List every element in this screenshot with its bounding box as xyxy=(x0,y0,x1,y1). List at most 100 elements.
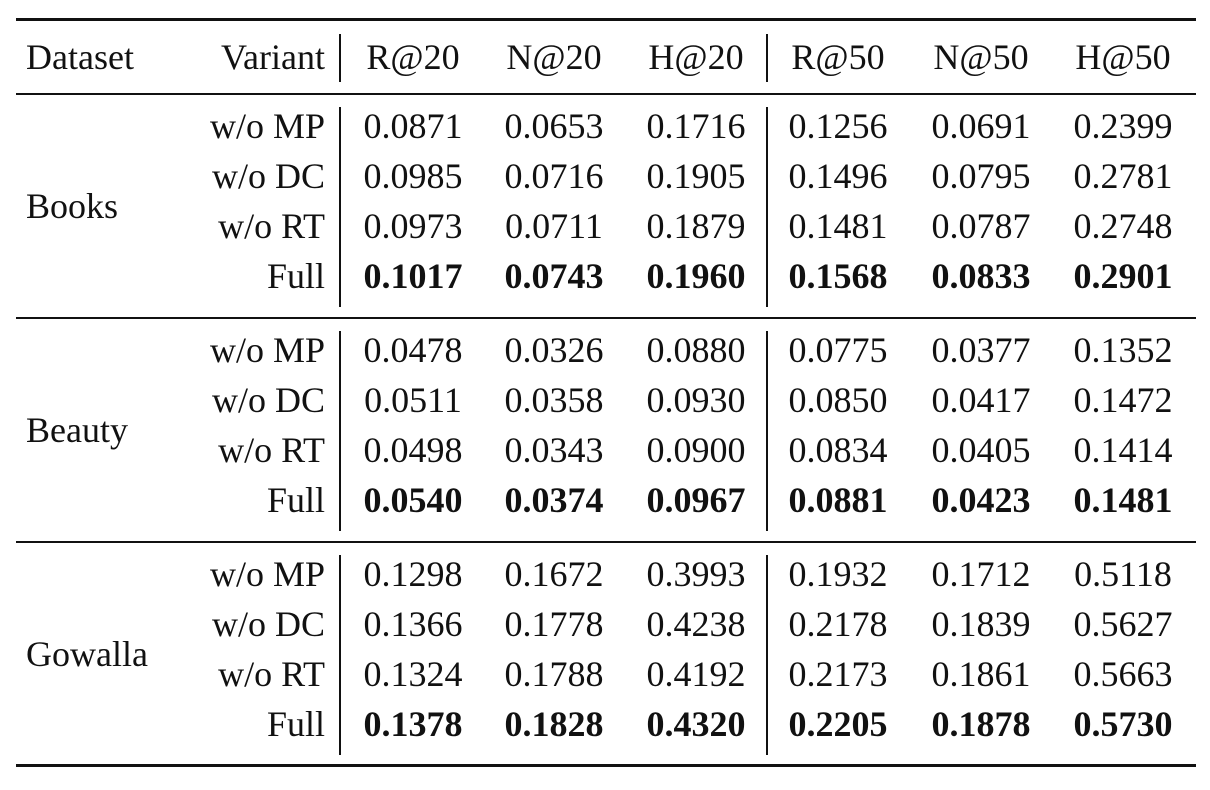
value-cell: 0.0930 xyxy=(646,380,746,420)
variant-cell: w/o RT xyxy=(218,654,325,694)
value-cell: 0.1878 xyxy=(931,704,1031,744)
header-variant: Variant xyxy=(221,37,325,77)
value-cell: 0.1568 xyxy=(788,256,888,296)
value-cell: 0.0973 xyxy=(363,206,463,246)
value-cell: 0.2748 xyxy=(1073,206,1173,246)
header-separator-1 xyxy=(339,34,341,82)
value-cell: 0.0478 xyxy=(363,330,463,370)
value-cell: 0.0343 xyxy=(504,430,604,470)
value-cell: 0.0743 xyxy=(504,256,604,296)
value-cell: 0.5663 xyxy=(1073,654,1173,694)
value-cell: 0.0326 xyxy=(504,330,604,370)
value-cell: 0.0358 xyxy=(504,380,604,420)
variant-cell: Full xyxy=(266,480,325,520)
header-r50: R@50 xyxy=(791,37,885,77)
value-cell: 0.0833 xyxy=(931,256,1031,296)
value-cell: 0.1352 xyxy=(1073,330,1173,370)
value-cell: 0.4238 xyxy=(646,604,746,644)
value-cell: 0.4320 xyxy=(646,704,746,744)
header-n20: N@20 xyxy=(506,37,602,77)
group-rule-2 xyxy=(16,541,1196,543)
value-cell: 0.0787 xyxy=(931,206,1031,246)
value-cell: 0.0967 xyxy=(646,480,746,520)
header-h20: H@20 xyxy=(648,37,744,77)
value-cell: 0.5730 xyxy=(1073,704,1173,744)
header-rule xyxy=(16,93,1196,95)
header-n50: N@50 xyxy=(933,37,1029,77)
value-cell: 0.1879 xyxy=(646,206,746,246)
header-r20: R@20 xyxy=(366,37,460,77)
group-separator-1 xyxy=(339,107,341,307)
value-cell: 0.0880 xyxy=(646,330,746,370)
value-cell: 0.1828 xyxy=(504,704,604,744)
variant-cell: w/o MP xyxy=(209,554,325,594)
value-cell: 0.1905 xyxy=(646,156,746,196)
value-cell: 0.2399 xyxy=(1073,106,1173,146)
value-cell: 0.0881 xyxy=(788,480,888,520)
value-cell: 0.0511 xyxy=(364,380,462,420)
value-cell: 0.1414 xyxy=(1073,430,1173,470)
value-cell: 0.1017 xyxy=(363,256,463,296)
value-cell: 0.2205 xyxy=(788,704,888,744)
dataset-label: Books xyxy=(26,186,119,226)
group-separator-1 xyxy=(339,555,341,755)
variant-cell: Full xyxy=(266,256,325,296)
value-cell: 0.0653 xyxy=(504,106,604,146)
value-cell: 0.0795 xyxy=(931,156,1031,196)
value-cell: 0.0691 xyxy=(931,106,1031,146)
group-separator-2 xyxy=(766,107,768,307)
value-cell: 0.0834 xyxy=(788,430,888,470)
value-cell: 0.0716 xyxy=(504,156,604,196)
value-cell: 0.0498 xyxy=(363,430,463,470)
top-rule xyxy=(16,18,1196,21)
value-cell: 0.1481 xyxy=(788,206,888,246)
header-dataset: Dataset xyxy=(26,37,134,77)
value-cell: 0.1778 xyxy=(504,604,604,644)
variant-cell: w/o RT xyxy=(218,430,325,470)
variant-cell: w/o DC xyxy=(211,604,325,644)
variant-cell: w/o MP xyxy=(209,106,325,146)
value-cell: 0.4192 xyxy=(646,654,746,694)
group-separator-2 xyxy=(766,331,768,531)
value-cell: 0.0423 xyxy=(931,480,1031,520)
value-cell: 0.1672 xyxy=(504,554,604,594)
value-cell: 0.2781 xyxy=(1073,156,1173,196)
value-cell: 0.0405 xyxy=(931,430,1031,470)
variant-cell: Full xyxy=(266,704,325,744)
value-cell: 0.5118 xyxy=(1074,554,1172,594)
value-cell: 0.5627 xyxy=(1073,604,1173,644)
header-separator-2 xyxy=(766,34,768,82)
value-cell: 0.1472 xyxy=(1073,380,1173,420)
dataset-label: Gowalla xyxy=(26,634,148,674)
value-cell: 0.2173 xyxy=(788,654,888,694)
value-cell: 0.1932 xyxy=(788,554,888,594)
value-cell: 0.1378 xyxy=(363,704,463,744)
value-cell: 0.1839 xyxy=(931,604,1031,644)
value-cell: 0.0900 xyxy=(646,430,746,470)
value-cell: 0.1716 xyxy=(646,106,746,146)
variant-cell: w/o DC xyxy=(211,380,325,420)
group-rule-1 xyxy=(16,317,1196,319)
value-cell: 0.1712 xyxy=(931,554,1031,594)
value-cell: 0.0985 xyxy=(363,156,463,196)
value-cell: 0.1366 xyxy=(363,604,463,644)
bottom-rule xyxy=(16,764,1196,767)
value-cell: 0.2901 xyxy=(1073,256,1173,296)
value-cell: 0.0871 xyxy=(363,106,463,146)
value-cell: 0.0540 xyxy=(363,480,463,520)
value-cell: 0.1256 xyxy=(788,106,888,146)
dataset-label: Beauty xyxy=(26,410,128,450)
variant-cell: w/o DC xyxy=(211,156,325,196)
value-cell: 0.2178 xyxy=(788,604,888,644)
value-cell: 0.0711 xyxy=(505,206,603,246)
header-h50: H@50 xyxy=(1075,37,1171,77)
group-separator-1 xyxy=(339,331,341,531)
value-cell: 0.1298 xyxy=(363,554,463,594)
value-cell: 0.0417 xyxy=(931,380,1031,420)
variant-cell: w/o MP xyxy=(209,330,325,370)
group-separator-2 xyxy=(766,555,768,755)
value-cell: 0.1788 xyxy=(504,654,604,694)
value-cell: 0.1960 xyxy=(646,256,746,296)
value-cell: 0.1861 xyxy=(931,654,1031,694)
